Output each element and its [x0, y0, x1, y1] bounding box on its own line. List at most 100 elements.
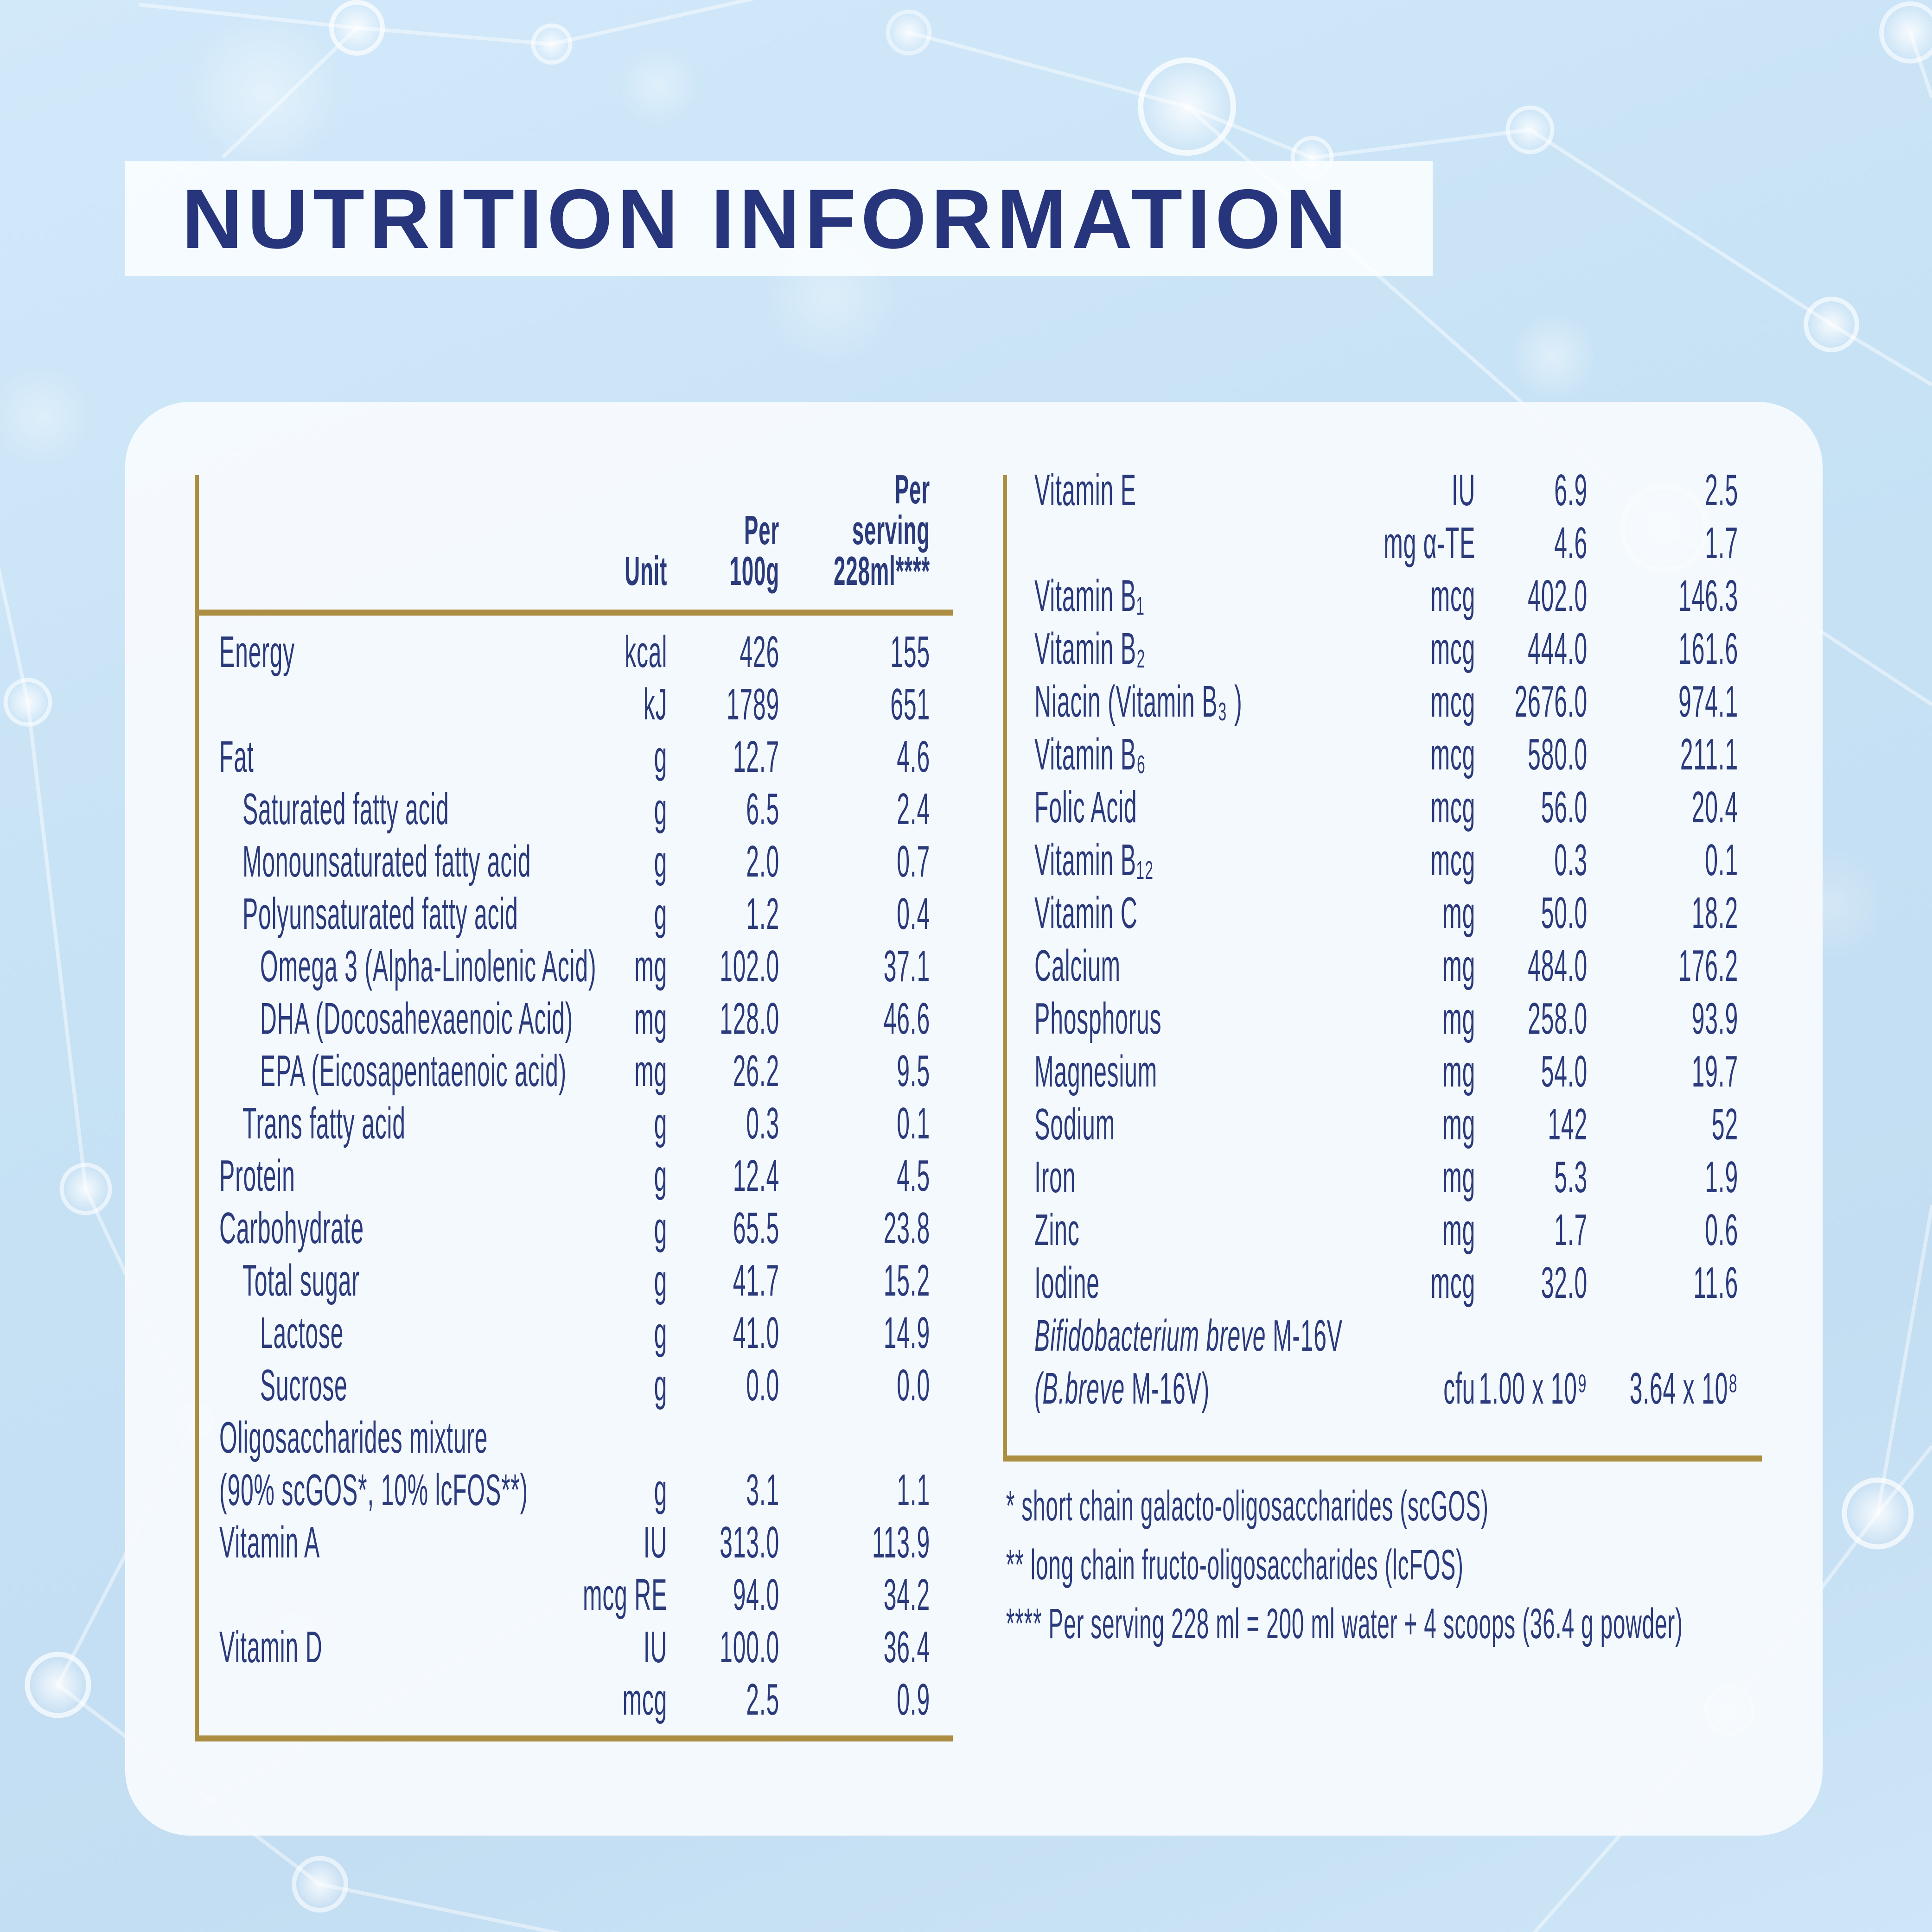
nutrition-card — [125, 402, 1823, 1836]
unit-cell: mg — [1442, 994, 1476, 1043]
per-serving-cell: 4.5 — [897, 1151, 930, 1201]
per-100g-cell: 50.0 — [1541, 888, 1588, 938]
table-row: Energy kcal 426 155 — [195, 628, 930, 680]
unit-cell: g — [654, 1203, 668, 1253]
table-row: Vitamin C mg 50.0 18.2 — [1003, 888, 1738, 941]
per-100g-cell: 56.0 — [1541, 782, 1588, 832]
table-row: Lactose g 41.0 14.9 — [195, 1309, 930, 1361]
row-label: Vitamin C — [1034, 888, 1138, 938]
unit-cell: mg — [1442, 1152, 1476, 1202]
per-serving-cell: 19.7 — [1691, 1047, 1738, 1096]
left-table-vertical-rule — [195, 475, 199, 1741]
right-table-vertical-rule — [1003, 475, 1007, 1461]
per-serving-cell: 18.2 — [1691, 888, 1738, 938]
row-label: DHA (Docosahexaenoic Acid) — [260, 994, 574, 1043]
per-100g-cell: 41.7 — [733, 1256, 779, 1305]
unit-cell: g — [654, 1256, 668, 1305]
table-row: Monounsaturated fatty acid g 2.0 0.7 — [195, 837, 930, 890]
row-label: Energy — [219, 627, 295, 677]
table-row: DHA (Docosahexaenoic Acid) mg 128.0 46.6 — [195, 994, 930, 1047]
table-row: kJ 1789 651 — [195, 680, 930, 732]
table-row: Phosphorus mg 258.0 93.9 — [1003, 994, 1738, 1047]
unit-cell: g — [654, 732, 668, 782]
table-row: mcg RE 94.0 34.2 — [195, 1570, 930, 1623]
unit-cell: kJ — [643, 680, 668, 729]
per-serving-cell: 0.4 — [897, 889, 930, 939]
table-row: Vitamin E IU 6.9 2.5 — [1003, 465, 1738, 518]
header-unit-label: Unit — [625, 548, 668, 594]
left-table-header-rule — [195, 610, 953, 616]
row-label: Sodium — [1034, 1099, 1116, 1149]
per-serving-cell: 0.9 — [897, 1675, 930, 1724]
header-per-100g: Per 100g — [667, 510, 779, 598]
unit-cell: mg — [1442, 1047, 1476, 1096]
table-row: Trans fatty acid g 0.3 0.1 — [195, 1099, 930, 1151]
footnote: * short chain galacto-oligosaccharides (… — [1006, 1482, 1489, 1530]
row-label: Calcium — [1034, 941, 1121, 991]
row-label: (90% scGOS*, 10% lcFOS**) — [219, 1465, 528, 1515]
per-100g-cell: 313.0 — [720, 1518, 779, 1567]
row-label: Vitamin A — [219, 1518, 320, 1567]
per-serving-cell: 0.7 — [897, 837, 930, 886]
per-100g-cell: 12.4 — [733, 1151, 779, 1201]
unit-cell: IU — [643, 1622, 668, 1672]
row-label: Omega 3 (Alpha-Linolenic Acid) — [260, 941, 597, 991]
table-row: Oligosaccharides mixture — [195, 1413, 930, 1466]
row-label: Iodine — [1034, 1258, 1100, 1308]
per-100g-cell: 6.9 — [1554, 465, 1588, 515]
row-label: Fat — [219, 732, 254, 782]
table-row: Bifidobacterium breve M-16V — [1003, 1311, 1738, 1364]
per-serving-cell: 2.4 — [897, 784, 930, 834]
right-table: Vitamin E IU 6.9 2.5 mg α-TE 4.6 1.7 Vitamin B₁… — [1003, 465, 1738, 1417]
unit-cell: g — [654, 889, 668, 939]
row-label: Zinc — [1034, 1205, 1080, 1255]
row-label: Vitamin E — [1034, 465, 1136, 515]
row-label: Polyunsaturated fatty acid — [242, 889, 518, 939]
per-serving-cell: 1.1 — [897, 1465, 930, 1515]
unit-cell: g — [654, 784, 668, 834]
unit-cell: IU — [1451, 465, 1476, 515]
table-row: Omega 3 (Alpha-Linolenic Acid) mg 102.0 37.… — [195, 942, 930, 994]
row-label: (B.breve M-16V) — [1003, 1366, 1383, 1417]
per-serving-cell: 1.9 — [1705, 1152, 1738, 1202]
per-serving-cell: 37.1 — [883, 941, 930, 991]
right-table-bottom-rule — [1003, 1455, 1762, 1462]
per-100g-cell: 1.7 — [1554, 1205, 1588, 1255]
row-label: Vitamin B₁ — [1034, 571, 1145, 621]
row-label — [195, 1722, 574, 1728]
table-row: Folic Acid mcg 56.0 20.4 — [1003, 782, 1738, 835]
per-serving-cell: 155 — [890, 627, 930, 677]
header-spacer — [195, 591, 574, 598]
unit-cell: mcg — [622, 1675, 668, 1724]
per-100g-cell: 3.1 — [746, 1465, 779, 1515]
unit-cell: kcal — [625, 627, 668, 677]
per-serving-cell: 3.64 x 10⁸ — [1629, 1364, 1738, 1413]
per-100g-cell — [1475, 1358, 1588, 1364]
per-serving-cell: 974.1 — [1678, 677, 1738, 726]
per-100g-cell: 426 — [740, 627, 779, 677]
per-100g-cell: 0.0 — [746, 1360, 779, 1410]
per-100g-cell: 4.6 — [1554, 518, 1588, 568]
row-label: Vitamin B₁₂ — [1034, 835, 1154, 885]
row-label-italic: Bifidobacterium breve — [1034, 1311, 1266, 1360]
header-per-100g-line2: 100g — [729, 548, 779, 594]
header-per-100g-line1: Per — [744, 507, 779, 553]
table-row: Polyunsaturated fatty acid g 1.2 0.4 — [195, 890, 930, 942]
per-100g-cell: 32.0 — [1541, 1258, 1588, 1308]
row-label: Carbohydrate — [219, 1203, 364, 1253]
unit-cell: mcg — [1430, 571, 1476, 621]
row-label: Folic Acid — [1034, 782, 1137, 832]
unit-cell: IU — [643, 1518, 668, 1567]
per-serving-cell: 15.2 — [883, 1256, 930, 1305]
table-row: Total sugar g 41.7 15.2 — [195, 1256, 930, 1309]
unit-cell: mg — [1442, 1205, 1476, 1255]
left-table-header: Unit Per 100g Per serving 228ml**** — [195, 413, 930, 598]
per-100g-cell: 484.0 — [1528, 941, 1588, 991]
row-label: Monounsaturated fatty acid — [242, 837, 531, 886]
table-row: Protein g 12.4 4.5 — [195, 1151, 930, 1204]
row-label: Sucrose — [260, 1360, 348, 1410]
per-100g-cell: 2.5 — [746, 1675, 779, 1724]
table-row: Sodium mg 142 52 — [1003, 1099, 1738, 1152]
per-100g-cell: 0.3 — [746, 1099, 779, 1148]
